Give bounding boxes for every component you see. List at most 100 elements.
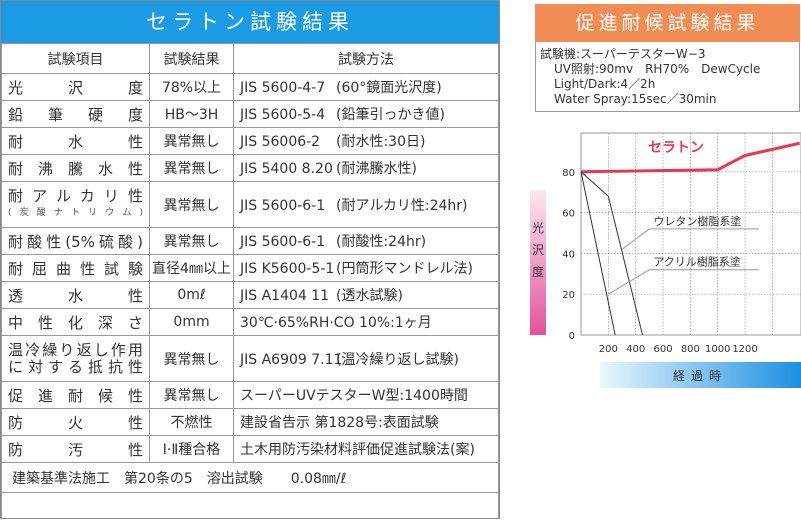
info-line: UV照射:90mv RH70% DewCycle — [554, 62, 761, 76]
header-result: 試験結果 — [149, 43, 234, 74]
method-code: JIS 5600-4-7 — [240, 80, 326, 96]
test-result: 直径4㎜以上 — [149, 254, 234, 282]
test-result: 異常無し — [149, 127, 234, 155]
test-method: JIS K5600-5-1 (円筒形マンドレル法) — [233, 254, 499, 282]
method-note: (温冷繰り返し試験) — [336, 351, 459, 368]
series-label-ceraton: セラトン — [648, 140, 704, 156]
test-method: JIS 5600-5-4 (鉛筆引っかき値) — [233, 100, 499, 128]
item-label: 耐屈曲性試験 — [8, 259, 143, 278]
panel-title: セラトン試験結果 — [1, 1, 499, 43]
test-result: Ⅰ·Ⅱ種合格 — [149, 435, 234, 463]
table-row: 光沢度 78%以上 JIS 5600-4-7 (60°鏡面光沢度) — [1, 73, 499, 101]
test-result: 異常無し — [149, 154, 234, 182]
test-method: JIS A6909 7.11(温冷繰り返し試験) — [233, 335, 499, 382]
y-tick-label: 80 — [562, 168, 575, 179]
item-label: 透水性 — [8, 286, 143, 305]
test-result: 0mm — [149, 308, 234, 336]
test-method: JIS 56006-2 (耐水性:30日) — [233, 127, 499, 155]
x-tick-label: 200 — [599, 344, 618, 355]
method-code: JIS K5600-5-1 — [240, 261, 335, 277]
item-label: 耐酸性(5%硫酸) — [8, 232, 143, 251]
test-item: 促進耐候性 — [1, 381, 150, 409]
header-item: 試験項目 — [1, 43, 150, 74]
info-line: 試験機:スーパーテスターW−3 — [540, 47, 706, 61]
test-conditions: 試験機:スーパーテスターW−3 UV照射:90mv RH70% DewCycle… — [535, 42, 800, 112]
x-tick-label: 1200 — [732, 344, 757, 355]
blank-row — [1, 492, 499, 519]
x-label-band — [600, 362, 801, 388]
x-tick-label: 600 — [653, 344, 672, 355]
test-method: 30℃·65%RH·CO 10%:1ヶ月 — [233, 308, 499, 336]
test-method: 土木用防汚染材料評価促進試験法(案) — [233, 435, 499, 463]
test-result: 異常無し — [149, 181, 234, 228]
table-row: 鉛筆硬度 HB～3H JIS 5600-5-4 (鉛筆引っかき値) — [1, 100, 499, 128]
item-label: 鉛筆硬度 — [8, 105, 143, 124]
method-code: JIS A6909 7.11 — [240, 351, 343, 368]
method-note: (円筒形マンドレル法) — [336, 261, 473, 277]
gloss-chart: 光沢度 経過時 200 400 600 800 1000 1200 0 20 40 60 80 セラト… — [530, 132, 801, 388]
series-line — [580, 171, 616, 336]
header-method: 試験方法 — [233, 43, 499, 74]
table-row: 防火性 不燃性 建設省告示 第1828号:表面試験 — [1, 408, 499, 436]
item-sublabel: (炭酸ナトリウム) — [8, 207, 143, 218]
table-row: 耐水性 異常無し JIS 56006-2 (耐水性:30日) — [1, 127, 499, 155]
test-item: 防汚性 — [1, 435, 150, 463]
method-code: JIS 5600-6-1 — [240, 197, 326, 214]
test-result: 異常無し — [149, 381, 234, 409]
test-result: 異常無し — [149, 227, 234, 255]
method-note: (鉛筆引っかき値) — [336, 107, 445, 123]
item-label: 防火性 — [8, 413, 143, 432]
method-note: (60°鏡面光沢度) — [336, 80, 442, 96]
method-code: 30℃·65%RH·CO 10%:1ヶ月 — [240, 315, 432, 331]
test-method: JIS 5600-6-1 (耐アルカリ性:24hr) — [233, 181, 499, 228]
table-row: 中性化深さ 0mm 30℃·65%RH·CO 10%:1ヶ月 — [1, 308, 499, 336]
test-item: 中性化深さ — [1, 308, 150, 336]
test-item: 耐酸性(5%硫酸) — [1, 227, 150, 255]
y-tick-label: 20 — [562, 290, 575, 301]
test-method: スーパーUVテスターW型:1400時間 — [233, 381, 499, 409]
test-method: JIS 5400 8.20 (耐沸騰水性) — [233, 154, 499, 182]
x-tick-label: 1000 — [705, 344, 730, 355]
test-result: 0mℓ — [149, 281, 234, 309]
table-row: 耐沸騰水性 異常無し JIS 5400 8.20 (耐沸騰水性) — [1, 154, 499, 182]
series-line — [580, 171, 644, 336]
y-tick-label: 40 — [562, 249, 575, 260]
x-tick-label: 400 — [626, 344, 645, 355]
results-table: 試験項目 試験結果 試験方法 光沢度 78%以上 JIS 5600-4-7 (60°鏡… — [1, 43, 499, 519]
x-axis-label: 経過時 — [673, 369, 727, 383]
x-tick-label: 800 — [681, 344, 700, 355]
ceraton-test-results-panel: セラトン試験結果 試験項目 試験結果 試験方法 光沢度 78%以上 JIS 5600… — [0, 0, 500, 519]
y-tick-label: 0 — [569, 331, 575, 342]
test-item: 透水性 — [1, 281, 150, 309]
table-row: 耐アルカリ性 (炭酸ナトリウム) 異常無し JIS 5600-6-1 (耐アルカリ性:2… — [1, 181, 499, 228]
item-label: 温冷繰り返し作用 — [8, 340, 143, 359]
footer-text: 建築基準法施工 第20条の5 溶出試験 0.08㎜/ℓ — [1, 462, 499, 493]
test-method: JIS 5600-6-1 (耐酸性:24hr) — [233, 227, 499, 255]
item-label: 耐アルカリ性 — [8, 186, 143, 205]
method-note: (耐アルカリ性:24hr) — [336, 197, 468, 214]
plot-area — [580, 132, 801, 336]
series-label-acrylic: アクリル樹脂系塗 — [653, 255, 740, 269]
y-tick-label: 60 — [562, 209, 575, 220]
item-label: 促進耐候性 — [8, 386, 143, 405]
test-method: 建設省告示 第1828号:表面試験 — [233, 408, 499, 436]
method-code: JIS 56006-2 — [240, 134, 321, 150]
method-code: JIS 5600-5-4 — [240, 107, 326, 123]
item-label-2: に対する抵抗性 — [8, 357, 143, 376]
method-code: JIS 5600-6-1 — [240, 234, 326, 250]
y-axis-label: 光沢度 — [532, 221, 544, 279]
test-item: 鉛筆硬度 — [1, 100, 150, 128]
test-item: 耐アルカリ性 (炭酸ナトリウム) — [1, 181, 150, 228]
y-label-band — [530, 190, 546, 335]
leader-line — [621, 228, 650, 250]
test-result: 異常無し — [149, 335, 234, 382]
item-label: 防汚性 — [8, 440, 143, 459]
table-header: 試験項目 試験結果 試験方法 — [1, 43, 499, 74]
method-code: スーパーUVテスターW型:1400時間 — [240, 388, 468, 404]
method-note: (耐水性:30日) — [336, 134, 426, 150]
test-item: 耐沸騰水性 — [1, 154, 150, 182]
method-code: JIS 5400 8.20 — [240, 161, 333, 177]
table-row: 温冷繰り返し作用 に対する抵抗性 異常無し JIS A6909 7.11(温冷繰り返し… — [1, 335, 499, 382]
item-label: 光沢度 — [8, 78, 143, 97]
method-note: (耐沸騰水性) — [336, 161, 417, 177]
